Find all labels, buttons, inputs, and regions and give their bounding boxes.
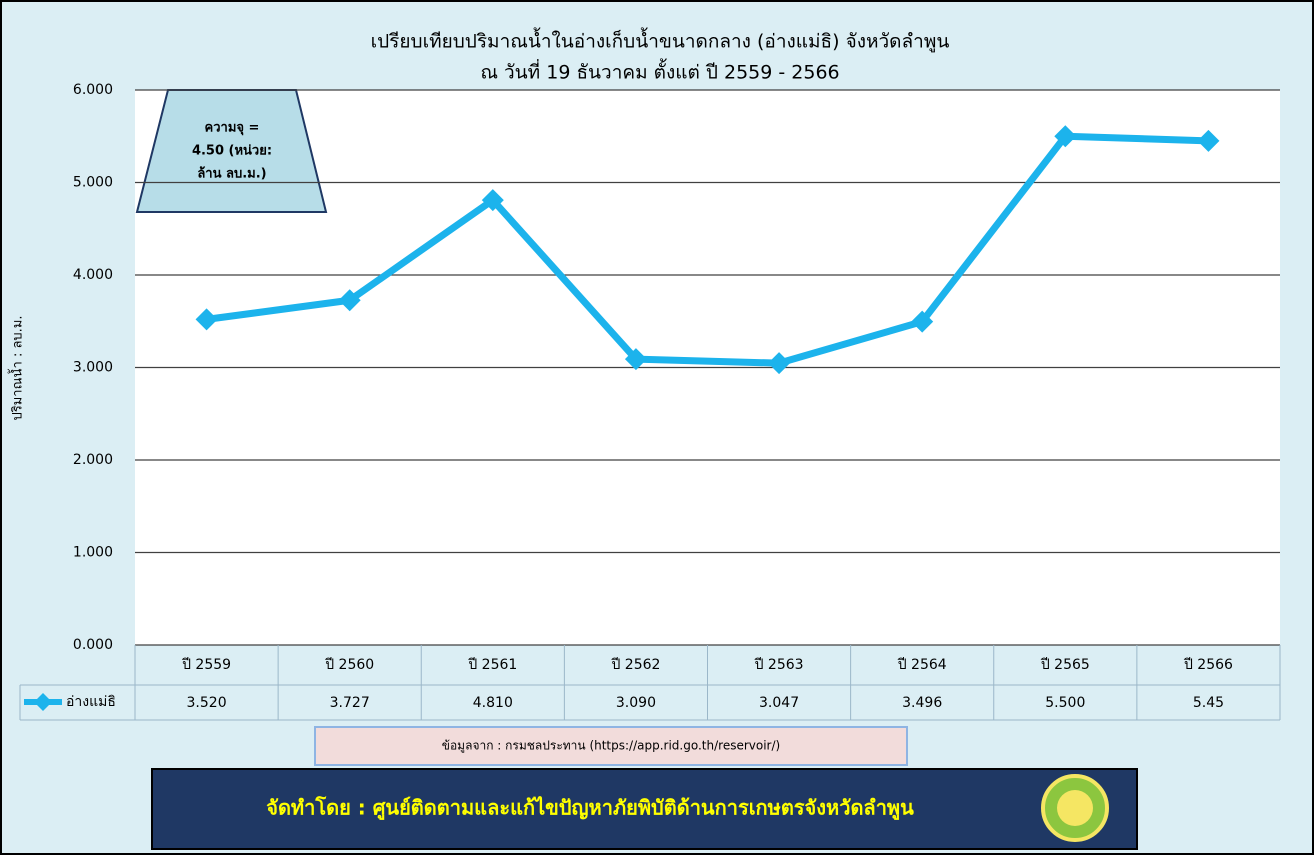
- x-tick-label: ปี 2561: [468, 657, 517, 673]
- data-point: [1197, 129, 1220, 152]
- chart-subtitle: ณ วันที่ 19 ธันวาคม ตั้งแต่ ปี 2559 - 25…: [480, 59, 839, 84]
- x-tick-label: ปี 2560: [325, 657, 374, 673]
- data-label: 3.520: [187, 695, 227, 711]
- x-tick-label: ปี 2563: [754, 657, 803, 673]
- x-tick-label: ปี 2565: [1040, 657, 1089, 673]
- annotation: 4.50 (หน่วย:: [192, 144, 272, 159]
- y-tick-label: 2.000: [73, 452, 113, 468]
- y-tick-label: 3.000: [73, 360, 113, 376]
- legend-label: อ่างแม่ธิ: [66, 694, 116, 710]
- y-axis-label: ปริมาณน้ำ : ลบ.ม.: [8, 315, 26, 420]
- annotation: ล้าน ลบ.ม.): [197, 166, 266, 182]
- data-point: [481, 189, 504, 212]
- legend-marker: [34, 693, 52, 711]
- data-point: [1054, 125, 1077, 148]
- x-tick-label: ปี 2562: [611, 657, 660, 673]
- credit: จัดทำโดย : ศูนย์ติดตามและแก้ไขปัญหาภัยพิ…: [266, 796, 914, 822]
- data-point: [911, 310, 934, 333]
- data-label: 4.810: [473, 695, 513, 711]
- source: ข้อมูลจาก : กรมชลประทาน (https://app.rid…: [442, 739, 780, 754]
- data-point: [768, 352, 791, 375]
- source-box: [314, 726, 908, 766]
- data-label: 5.45: [1193, 695, 1224, 711]
- y-tick-label: 1.000: [73, 545, 113, 561]
- x-tick-label: ปี 2559: [182, 657, 231, 673]
- y-tick-label: 0.000: [73, 637, 113, 653]
- y-tick-label: 5.000: [73, 175, 113, 191]
- x-tick-label: ปี 2564: [897, 657, 947, 673]
- data-point: [338, 289, 361, 312]
- credit-box: [151, 768, 1138, 850]
- data-point: [195, 308, 218, 331]
- data-point: [624, 348, 647, 371]
- data-line: [206, 132, 1209, 367]
- x-tick-label: ปี 2566: [1183, 657, 1233, 673]
- data-label: 3.047: [759, 695, 799, 711]
- data-label: 3.090: [616, 695, 656, 711]
- logo-center: [1057, 790, 1093, 826]
- y-tick-label: 6.000: [73, 82, 113, 98]
- annotation: ความจุ =: [205, 121, 260, 136]
- data-label: 5.500: [1045, 695, 1085, 711]
- y-tick-label: 4.000: [73, 267, 113, 283]
- data-label: 3.496: [902, 695, 942, 711]
- data-label: 3.727: [330, 695, 370, 711]
- chart-title: เปรียบเทียบปริมาณน้ำในอ่างเก็บน้ำขนาดกลา…: [371, 28, 950, 53]
